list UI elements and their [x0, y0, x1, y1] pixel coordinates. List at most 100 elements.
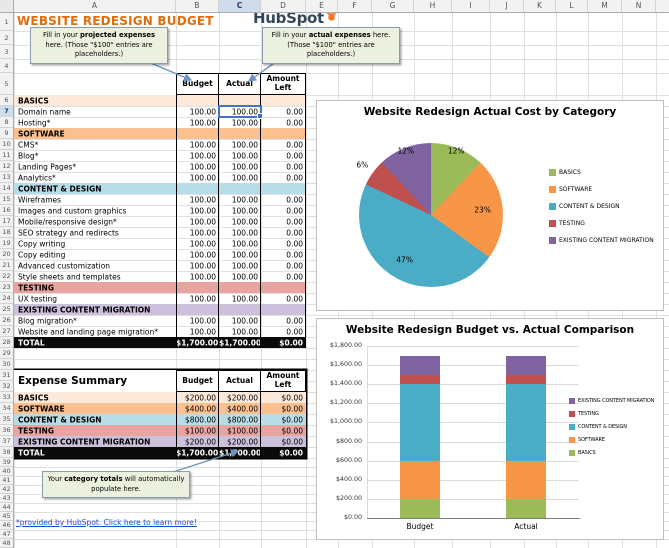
cell-item-label[interactable]: SEO strategy and redirects [18, 228, 119, 237]
cell-budget[interactable]: 100.00 [189, 162, 216, 171]
cell-actual[interactable]: 100.00 [231, 327, 258, 336]
bar-segment-testing-actual[interactable] [506, 374, 546, 385]
legend-item-basics[interactable]: BASICS [569, 450, 596, 456]
cell-actual[interactable]: 100.00 [231, 217, 258, 226]
summary-amount-left[interactable]: $0.00 [281, 426, 303, 435]
row-header-40[interactable]: 40 [0, 467, 13, 476]
section-row-basics[interactable]: BASICS [14, 95, 306, 106]
summary-total-actual[interactable]: $1,700.00 [219, 448, 262, 457]
bar-segment-content-design-budget[interactable] [400, 384, 440, 461]
summary-row-existing-content-migration[interactable]: EXISTING CONTENT MIGRATION $200.00 $200.00… [14, 436, 306, 447]
summary-total-row[interactable]: TOTAL $1,700.00 $1,700.00 $0.00 [14, 447, 306, 458]
cell-item-label[interactable]: CMS* [18, 140, 39, 149]
cell-item-label[interactable]: Domain name [18, 107, 71, 116]
cell-amount-left[interactable]: 0.00 [286, 261, 303, 270]
row-header-1[interactable]: 1 [0, 13, 13, 31]
legend-item-existing-content-migration[interactable]: EXISTING CONTENT MIGRATION [549, 237, 654, 244]
cell-actual[interactable]: 100.00 [231, 140, 258, 149]
cell-item-label[interactable]: Style sheets and templates [18, 272, 121, 281]
column-header-n[interactable]: N [622, 0, 656, 12]
row-header-39[interactable]: 39 [0, 458, 13, 467]
row-header-2[interactable]: 2 [0, 31, 13, 45]
pie-chart-box[interactable]: Website Redesign Actual Cost by Category… [316, 100, 664, 311]
summary-amount-left[interactable]: $0.00 [281, 415, 303, 424]
cell-item-label[interactable]: Advanced customization [18, 261, 111, 270]
row-header-48[interactable]: 48 [0, 539, 13, 548]
total-budget[interactable]: $1,700.00 [176, 338, 219, 347]
summary-amount-left-header[interactable]: Amount Left [260, 370, 306, 392]
column-header-k[interactable]: K [524, 0, 556, 12]
row-header-15[interactable]: 15 [0, 194, 13, 205]
row-header-8[interactable]: 8 [0, 117, 13, 128]
section-row-software[interactable]: SOFTWARE [14, 128, 306, 139]
cell-budget[interactable]: 100.00 [189, 217, 216, 226]
summary-budget[interactable]: $800.00 [184, 415, 216, 424]
row-header-13[interactable]: 13 [0, 172, 13, 183]
cell-amount-left[interactable]: 0.00 [286, 316, 303, 325]
cell-amount-left[interactable]: 0.00 [286, 162, 303, 171]
cell-budget[interactable]: 100.00 [189, 294, 216, 303]
legend-item-content-design[interactable]: CONTENT & DESIGN [549, 203, 620, 210]
row-header-43[interactable]: 43 [0, 494, 13, 503]
cell-budget[interactable]: 100.00 [189, 327, 216, 336]
cell-actual[interactable]: 100.00 [231, 294, 258, 303]
cell-amount-left[interactable]: 0.00 [286, 151, 303, 160]
cell-actual[interactable]: 100.00 [231, 162, 258, 171]
row-header-35[interactable]: 35 [0, 414, 13, 425]
row-header-42[interactable]: 42 [0, 485, 13, 494]
row-header-47[interactable]: 47 [0, 530, 13, 539]
summary-budget[interactable]: $200.00 [184, 437, 216, 446]
row-header-3[interactable]: 3 [0, 45, 13, 59]
cell-actual[interactable]: 100.00 [231, 206, 258, 215]
cell-actual[interactable]: 100.00 [231, 173, 258, 182]
budget-total-row[interactable]: TOTAL $1,700.00 $1,700.00 $0.00 [14, 337, 306, 348]
cell-item-label[interactable]: Analytics* [18, 173, 56, 182]
cell-item-label[interactable]: UX testing [18, 294, 58, 303]
cell-actual[interactable]: 100.00 [231, 316, 258, 325]
cell-amount-left[interactable]: 0.00 [286, 228, 303, 237]
cell-budget[interactable]: 100.00 [189, 239, 216, 248]
cell-budget[interactable]: 100.00 [189, 107, 216, 116]
bar-segment-content-design-actual[interactable] [506, 384, 546, 461]
cell-budget[interactable]: 100.00 [189, 261, 216, 270]
bar-segment-testing-budget[interactable] [400, 374, 440, 385]
row-header-44[interactable]: 44 [0, 503, 13, 512]
cell-budget[interactable]: 100.00 [189, 118, 216, 127]
row-headers[interactable]: 1 2 3 4 5 6 7 8 9 10 11 12 13 14 15 16 17 18 19 20 21 22 23 24 2… [0, 13, 14, 548]
cell-amount-left[interactable]: 0.00 [286, 107, 303, 116]
summary-budget[interactable]: $100.00 [184, 426, 216, 435]
row-header-17[interactable]: 17 [0, 216, 13, 227]
row-header-30[interactable]: 30 [0, 359, 13, 370]
cell-amount-left[interactable]: 0.00 [286, 239, 303, 248]
summary-actual[interactable]: $200.00 [226, 393, 258, 402]
row-header-10[interactable]: 10 [0, 139, 13, 150]
cell-actual[interactable]: 100.00 [231, 118, 258, 127]
column-header-d[interactable]: D [261, 0, 306, 12]
cell-item-label[interactable]: Copy writing [18, 239, 66, 248]
cell-item-label[interactable]: Copy editing [18, 250, 66, 259]
summary-total-amount-left[interactable]: $0.00 [279, 448, 303, 457]
section-row-content-design[interactable]: CONTENT & DESIGN [14, 183, 306, 194]
summary-actual[interactable]: $100.00 [226, 426, 258, 435]
summary-row-software[interactable]: SOFTWARE $400.00 $400.00 $0.00 [14, 403, 306, 414]
row-header-20[interactable]: 20 [0, 249, 13, 260]
legend-item-existing-content-migration[interactable]: EXISTING CONTENT MIGRATION [569, 398, 654, 404]
total-actual[interactable]: $1,700.00 [219, 338, 262, 347]
cell-item-label[interactable]: Blog migration* [18, 316, 77, 325]
row-header-24[interactable]: 24 [0, 293, 13, 304]
legend-item-software[interactable]: SOFTWARE [549, 186, 592, 193]
row-header-7[interactable]: 7 [0, 106, 13, 117]
row-header-9[interactable]: 9 [0, 128, 13, 139]
summary-amount-left[interactable]: $0.00 [281, 437, 303, 446]
row-header-23[interactable]: 23 [0, 282, 13, 293]
summary-total-budget[interactable]: $1,700.00 [176, 448, 219, 457]
row-header-38[interactable]: 38 [0, 447, 13, 458]
section-row-existing-content-migration[interactable]: EXISTING CONTENT MIGRATION [14, 304, 306, 315]
bar-segment-software-actual[interactable] [506, 460, 546, 499]
section-row-testing[interactable]: TESTING [14, 282, 306, 293]
cell-actual[interactable]: 100.00 [231, 261, 258, 270]
legend-item-testing[interactable]: TESTING [569, 411, 599, 417]
cell-item-label[interactable]: Hosting* [18, 118, 51, 127]
cell-budget[interactable]: 100.00 [189, 228, 216, 237]
row-header-41[interactable]: 41 [0, 476, 13, 485]
